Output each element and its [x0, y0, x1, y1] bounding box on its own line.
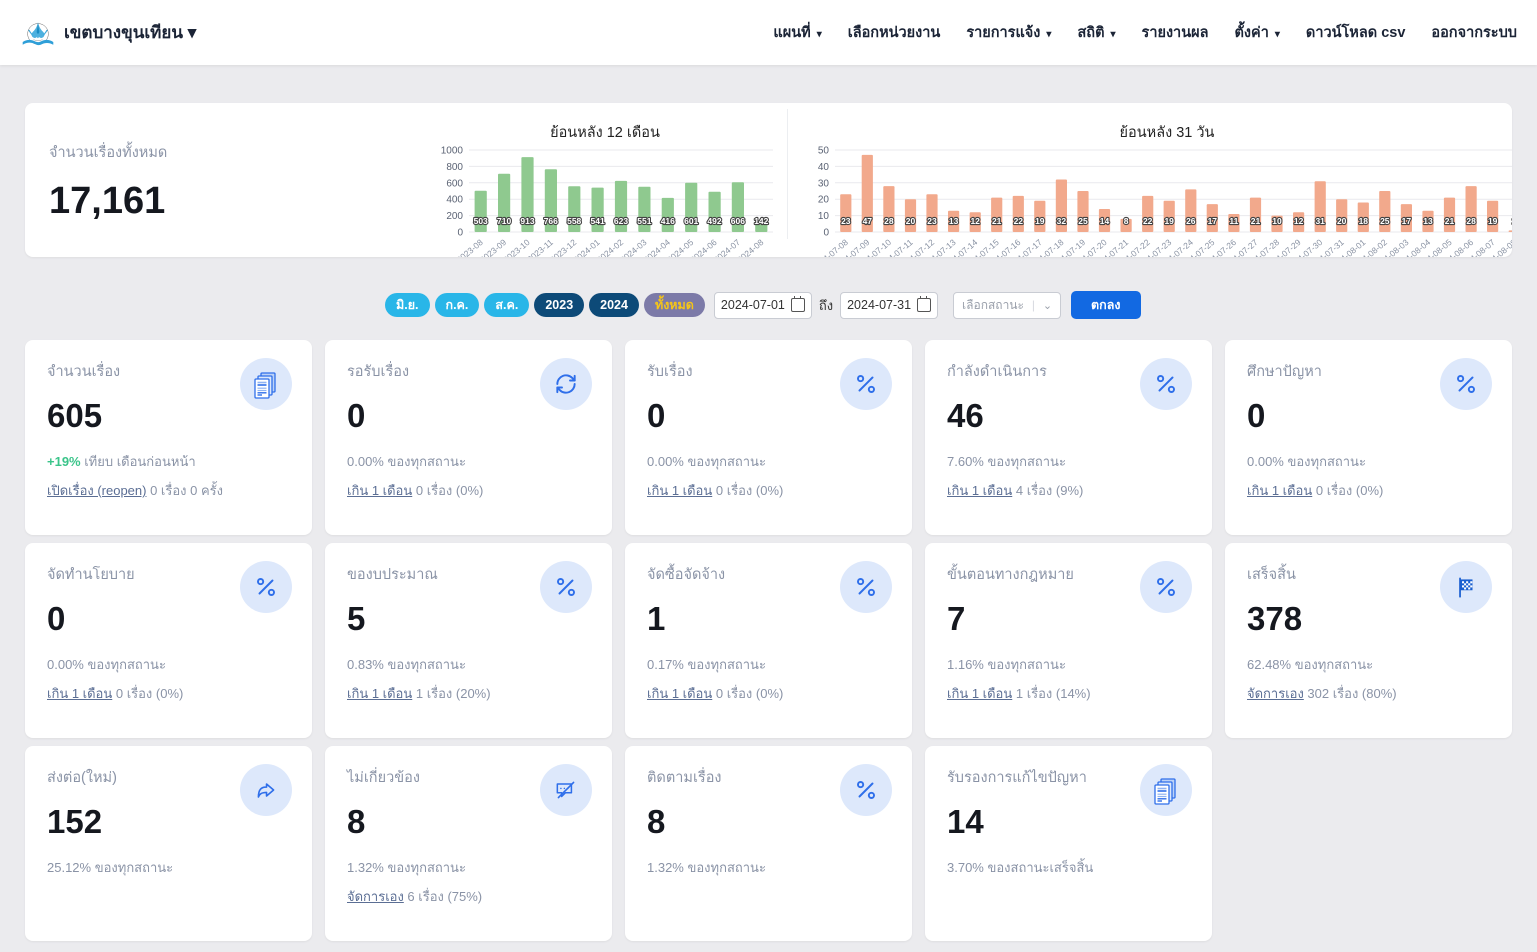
svg-text:20: 20 [818, 195, 830, 206]
svg-text:200: 200 [446, 211, 463, 222]
svg-text:21: 21 [992, 216, 1002, 226]
svg-text:623: 623 [614, 216, 628, 226]
svg-text:492: 492 [707, 216, 721, 226]
svg-text:541: 541 [591, 216, 605, 226]
svg-text:40: 40 [818, 162, 830, 173]
svg-text:25: 25 [1078, 216, 1088, 226]
svg-text:17: 17 [1402, 216, 1412, 226]
svg-text:601: 601 [684, 216, 698, 226]
svg-text:600: 600 [446, 178, 463, 189]
svg-text:13: 13 [949, 216, 959, 226]
svg-text:766: 766 [544, 216, 558, 226]
svg-text:913: 913 [520, 216, 534, 226]
svg-text:20: 20 [906, 216, 916, 226]
svg-text:23: 23 [841, 216, 851, 226]
svg-text:800: 800 [446, 162, 463, 173]
svg-text:606: 606 [731, 216, 745, 226]
svg-text:28: 28 [884, 216, 894, 226]
svg-text:503: 503 [474, 216, 488, 226]
svg-text:26: 26 [1186, 216, 1196, 226]
svg-text:19: 19 [1164, 216, 1174, 226]
svg-text:22: 22 [1143, 216, 1153, 226]
svg-text:28: 28 [1466, 216, 1476, 226]
svg-text:551: 551 [637, 216, 651, 226]
svg-text:11: 11 [1229, 216, 1238, 226]
svg-text:50: 50 [818, 146, 830, 157]
svg-text:17: 17 [1208, 216, 1218, 226]
svg-text:1000: 1000 [441, 146, 464, 157]
svg-text:21: 21 [1251, 216, 1261, 226]
svg-text:25: 25 [1380, 216, 1390, 226]
svg-text:12: 12 [970, 216, 980, 226]
svg-text:416: 416 [661, 216, 675, 226]
svg-text:400: 400 [446, 195, 463, 206]
svg-text:32: 32 [1057, 216, 1067, 226]
svg-text:23: 23 [927, 216, 937, 226]
svg-text:10: 10 [818, 211, 830, 222]
svg-text:710: 710 [497, 216, 511, 226]
svg-text:22: 22 [1014, 216, 1024, 226]
svg-text:47: 47 [863, 216, 873, 226]
svg-text:142: 142 [754, 216, 768, 226]
svg-text:20: 20 [1337, 216, 1347, 226]
svg-text:31: 31 [1315, 216, 1325, 226]
svg-text:18: 18 [1359, 216, 1369, 226]
svg-text:0: 0 [823, 228, 829, 239]
svg-text:10: 10 [1272, 216, 1282, 226]
svg-text:19: 19 [1035, 216, 1045, 226]
svg-text:19: 19 [1488, 216, 1498, 226]
svg-text:12: 12 [1294, 216, 1304, 226]
svg-text:8: 8 [1124, 216, 1129, 226]
svg-text:2024-08: 2024-08 [735, 237, 766, 257]
svg-text:30: 30 [818, 178, 830, 189]
svg-text:13: 13 [1423, 216, 1433, 226]
svg-text:14: 14 [1100, 216, 1110, 226]
svg-text:21: 21 [1445, 216, 1455, 226]
svg-text:0: 0 [457, 228, 463, 239]
svg-text:558: 558 [567, 216, 581, 226]
